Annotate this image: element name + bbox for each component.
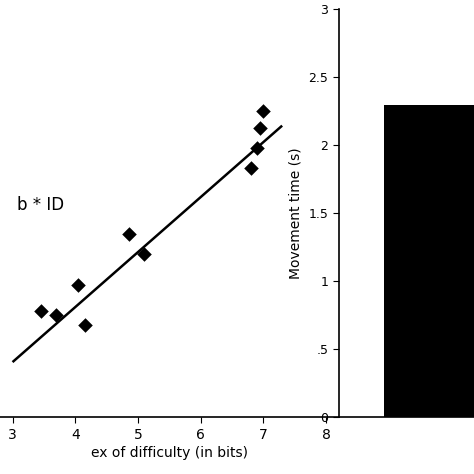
Bar [384,105,474,417]
Text: c: c [278,0,289,1]
Point [260,108,267,115]
Point [125,230,132,237]
Point [256,124,264,131]
Text: b * ID: b * ID [17,196,64,214]
Point [140,250,148,258]
Y-axis label: Movement time (s): Movement time (s) [289,147,303,279]
Point [37,307,45,315]
Point [53,311,60,319]
X-axis label: ex of difficulty (in bits): ex of difficulty (in bits) [91,446,248,460]
Point [247,164,255,172]
Point [74,281,82,288]
Point [81,321,89,329]
Point [253,144,261,152]
